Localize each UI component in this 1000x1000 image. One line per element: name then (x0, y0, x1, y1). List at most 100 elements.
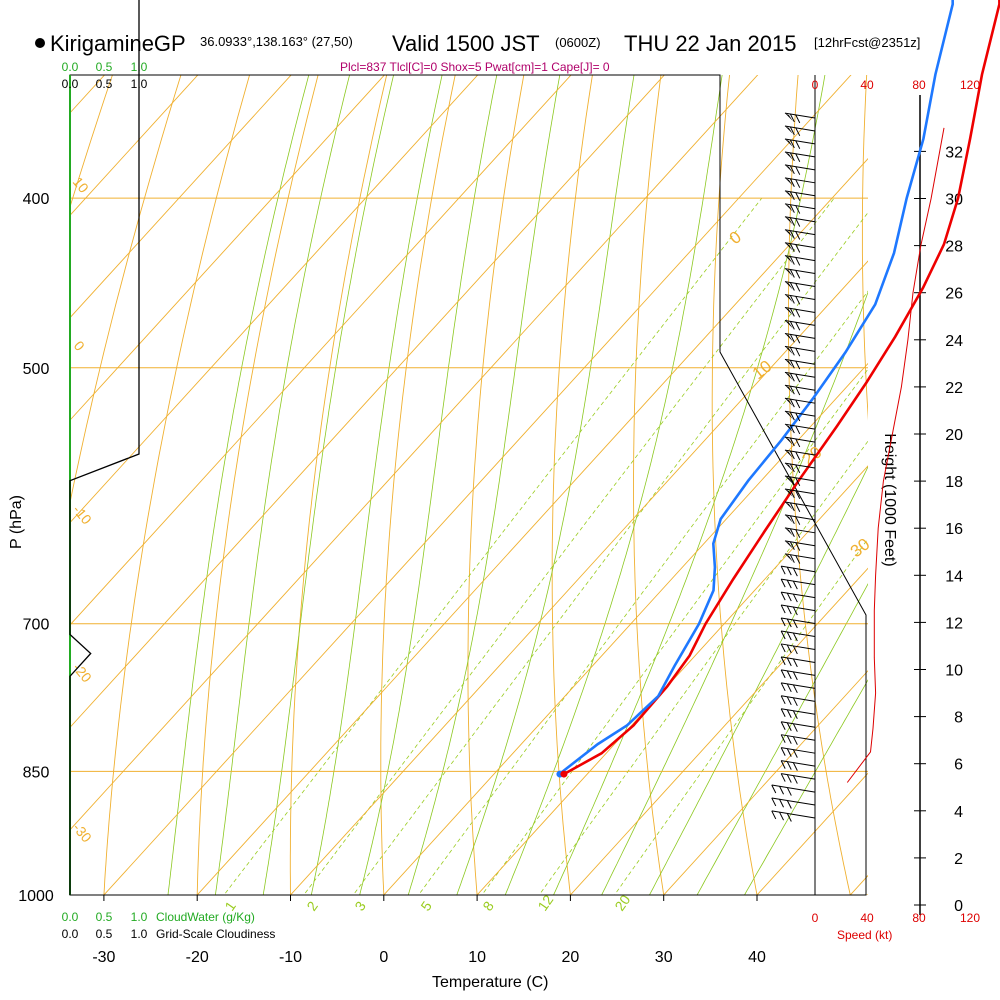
wind-barb-staff (784, 164, 816, 171)
isotherm (70, 75, 292, 319)
wind-barb-feather (795, 309, 801, 318)
wind-barb-staff (784, 371, 816, 378)
mixing-ratio-line (538, 440, 868, 895)
mixing-ratio-line (223, 197, 763, 895)
wind-barb-feather (795, 503, 801, 512)
dry-adiabat (70, 75, 182, 505)
wind-barb-feather (786, 657, 792, 667)
wind-barb-pennant (784, 385, 793, 394)
moist-adiabat (456, 75, 635, 895)
isotherm (849, 874, 868, 895)
wind-barb (780, 682, 816, 694)
dry-adiabat (861, 75, 868, 421)
wind-barb-feather (780, 734, 786, 743)
wind-barb-staff (771, 810, 816, 819)
wind-barb-feather (789, 541, 795, 550)
dry-adiabat (70, 75, 113, 209)
wind-barb (780, 708, 816, 719)
wind-barb-staff (781, 656, 816, 663)
wind-barb-feather (780, 747, 786, 756)
wind-barb-feather (789, 476, 795, 486)
wind-barb-feather (780, 721, 786, 730)
wind-barb-feather (795, 425, 801, 435)
wind-barb-staff (784, 112, 816, 119)
wind-barb-staff (784, 449, 816, 456)
wind-barb-feather (780, 630, 786, 640)
height-tick-label: 22 (945, 380, 963, 397)
dry-adiabat (711, 75, 758, 895)
wind-barb-staff (784, 436, 816, 443)
moist-adiabat (648, 465, 868, 895)
wind-barb (780, 604, 816, 616)
wind-barb-pennant (784, 463, 793, 472)
wind-barb-pennant (784, 411, 793, 420)
wind-barb-feather (789, 450, 795, 460)
isotherm (70, 75, 386, 421)
wind-barb-feather (786, 683, 792, 693)
moist-adiabat (407, 75, 561, 895)
pressure-tick-label: 500 (23, 361, 50, 378)
wind-barb (784, 397, 816, 409)
wind-barb-feather (795, 373, 801, 383)
speed-tick-bottom: 80 (912, 911, 926, 925)
wind-barb-pennant (784, 151, 793, 160)
moist-adiabat (553, 75, 826, 895)
wind-barb-staff (784, 268, 816, 275)
wind-barb (780, 669, 816, 681)
wind-barb-feather (786, 670, 792, 680)
wind-barb-feather (786, 761, 792, 770)
wind-barb (784, 112, 816, 124)
wind-barb-feather (795, 451, 801, 461)
wind-barb-feather (792, 671, 798, 681)
isotherm (70, 75, 479, 524)
wind-speed-profile (846, 127, 945, 783)
height-axis-title: Height (1000 Feet) (881, 433, 898, 566)
cloudwater-tick-top: 0.0 (62, 60, 79, 74)
isotherm (70, 75, 106, 114)
wind-barb-feather (780, 695, 786, 705)
wind-barb-feather (786, 592, 792, 602)
wind-barb-pennant (784, 514, 793, 523)
wind-barb-pennant (784, 501, 793, 510)
wind-barb-feather (789, 502, 795, 512)
dry-adiabat-label: 10 (70, 174, 92, 196)
mixing-ratio-label: 3 (351, 898, 369, 914)
wind-barb-feather (789, 372, 795, 382)
wind-barb-feather (789, 113, 795, 123)
wind-barb-pennant (784, 320, 793, 329)
wind-barb-feather (780, 565, 786, 575)
wind-barb-staff (784, 423, 816, 430)
wind-barb (784, 410, 816, 422)
wind-barb (780, 747, 816, 758)
wind-barb-feather (789, 385, 795, 395)
wind-barb-feather (786, 605, 792, 615)
mixing-ratio-line (614, 538, 868, 895)
wind-barb-feather (792, 593, 798, 603)
wind-barb-feather (786, 709, 792, 718)
wind-barb (784, 319, 816, 331)
wind-barb (780, 656, 816, 668)
wind-barb-pennant (784, 540, 793, 549)
wind-barb-staff (781, 747, 816, 754)
temperature-tick-label: 40 (748, 949, 766, 966)
wind-barb-feather (792, 645, 798, 655)
moist-adiabat (504, 75, 723, 895)
pressure-tick-label: 1000 (18, 888, 54, 905)
cloudiness-label: Grid-Scale Cloudiness (156, 927, 275, 941)
wind-barb-feather (786, 644, 792, 654)
wind-barb-feather (795, 192, 801, 201)
height-tick-label: 24 (945, 333, 963, 350)
isotherm (70, 75, 199, 216)
wind-barb-feather (789, 360, 795, 369)
wind-barb (784, 332, 816, 344)
wind-barb-staff (784, 229, 816, 236)
wind-barb-feather (779, 786, 785, 795)
wind-barb-staff (781, 565, 816, 573)
height-tick-label: 16 (945, 521, 963, 538)
wind-barb (784, 229, 816, 240)
wind-barb-staff (784, 177, 816, 184)
wind-barb-feather (795, 127, 801, 137)
wind-barb-feather (795, 244, 801, 253)
wind-barb-feather (789, 295, 795, 304)
